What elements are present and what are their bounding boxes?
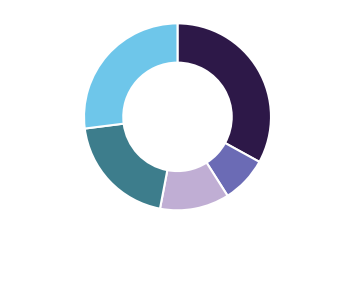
Wedge shape (84, 23, 178, 129)
Wedge shape (160, 163, 228, 210)
Wedge shape (85, 124, 167, 209)
Wedge shape (178, 23, 271, 162)
Wedge shape (207, 143, 260, 196)
